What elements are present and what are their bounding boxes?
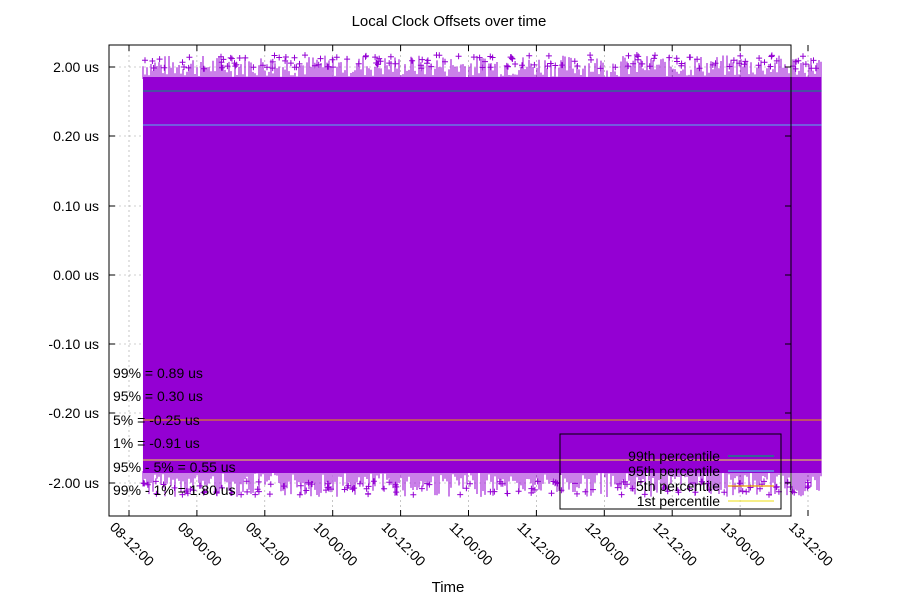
chart-title: Local Clock Offsets over time <box>352 13 547 30</box>
y-tick-label: 0.00 us <box>53 267 99 283</box>
percentile-lines <box>142 90 822 461</box>
plot-frame <box>108 44 792 517</box>
stat-label: 95% - 5% = 0.55 us <box>113 459 236 475</box>
y-tick-label: -0.10 us <box>48 336 99 352</box>
stat-label: 1% = -0.91 us <box>113 435 200 451</box>
legend-label: 1st percentile <box>637 493 720 509</box>
stat-label: 5% = -0.25 us <box>113 412 200 428</box>
legend-label: 5th percentile <box>636 478 720 494</box>
legend-label: 99th percentile <box>628 448 720 464</box>
y-axis-ticks: 2.00 us 0.20 us 0.10 us 0.00 us -0.10 us -0.2… <box>48 59 791 491</box>
data-fill <box>142 77 822 473</box>
y-tick-label: 2.00 us <box>53 59 99 75</box>
y-tick-label: 0.10 us <box>53 198 99 214</box>
x-axis-title: Time <box>432 579 465 596</box>
data-plus-markers <box>140 52 819 498</box>
stat-label: 99% = 0.89 us <box>113 365 203 381</box>
legend-label: 95th percentile <box>628 463 720 479</box>
stat-label: 95% = 0.30 us <box>113 388 203 404</box>
stats-block: 99% = 0.89 us 95% = 0.30 us 5% = -0.25 us 1… <box>113 365 236 498</box>
legend-box <box>559 433 782 510</box>
y-tick-label: -0.20 us <box>48 405 99 421</box>
data-upper-spikes <box>142 55 822 79</box>
data-lower-spikes <box>142 471 822 497</box>
y-tick-label: 0.20 us <box>53 128 99 144</box>
y-tick-label: -2.00 us <box>48 475 99 491</box>
stat-label: 99% - 1% = 1.80 us <box>113 482 236 498</box>
data-band <box>140 52 822 498</box>
